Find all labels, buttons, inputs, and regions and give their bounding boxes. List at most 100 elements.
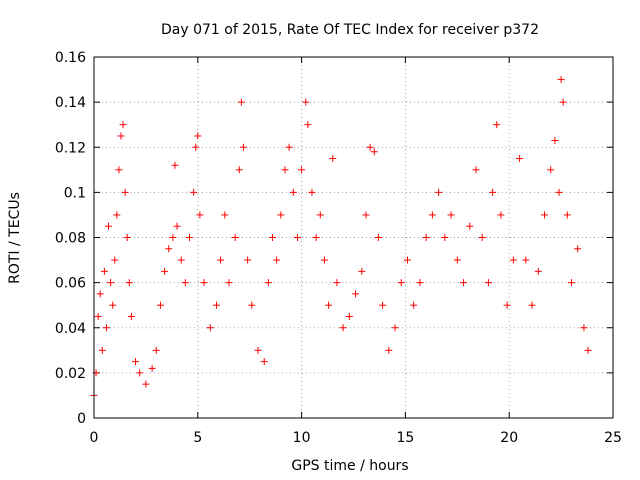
data-point — [171, 161, 179, 169]
data-point — [237, 98, 245, 106]
data-point — [165, 245, 173, 253]
data-point — [190, 188, 198, 196]
data-point — [320, 256, 328, 264]
data-point — [435, 188, 443, 196]
y-tick-label: 0 — [77, 411, 86, 427]
data-point — [177, 256, 185, 264]
data-point — [308, 188, 316, 196]
data-point — [312, 234, 320, 241]
data-point — [152, 346, 160, 354]
data-point — [117, 132, 125, 140]
data-point — [551, 136, 559, 144]
data-point — [109, 301, 117, 309]
y-tick-label: 0.1 — [64, 185, 86, 201]
data-point — [557, 76, 565, 84]
data-point — [196, 211, 204, 219]
axis-ticks: 0 5 10 15 20 25 0 0.02 0.04 0.06 0.08 0.1 0.12 0.14 0.… — [55, 50, 622, 446]
data-point — [98, 346, 106, 354]
data-point — [102, 324, 110, 332]
data-point — [416, 279, 424, 287]
x-tick-label: 20 — [500, 430, 518, 446]
data-point — [580, 324, 588, 332]
data-point — [516, 155, 524, 163]
data-point — [304, 121, 312, 129]
data-point — [366, 143, 374, 151]
data-point — [105, 222, 113, 230]
data-point — [559, 98, 567, 106]
data-point — [325, 301, 333, 309]
data-point — [107, 279, 115, 287]
data-point — [522, 256, 530, 264]
grid — [94, 57, 613, 418]
data-point — [115, 166, 123, 174]
data-point — [231, 234, 239, 241]
data-point — [119, 121, 127, 129]
data-point — [397, 279, 405, 287]
data-points — [90, 76, 592, 399]
data-point — [497, 211, 505, 219]
data-point — [225, 279, 233, 287]
data-point — [441, 234, 449, 241]
data-point — [100, 267, 108, 275]
data-point — [422, 234, 430, 241]
data-point — [540, 211, 548, 219]
data-point — [173, 222, 181, 230]
plot-frame — [93, 56, 614, 419]
data-point — [374, 234, 382, 241]
data-point — [111, 256, 119, 264]
data-point — [503, 301, 511, 309]
data-point — [478, 234, 486, 241]
data-point — [248, 301, 256, 309]
data-point — [385, 346, 393, 354]
y-axis-label: ROTI / TECUs — [7, 192, 23, 284]
data-point — [132, 358, 140, 366]
y-tick-label: 0.08 — [55, 231, 86, 247]
data-point — [453, 256, 461, 264]
data-point — [567, 279, 575, 287]
data-point — [329, 155, 337, 163]
data-point — [281, 166, 289, 174]
data-point — [127, 312, 135, 320]
data-point — [333, 279, 341, 287]
data-point — [277, 211, 285, 219]
data-point — [273, 256, 281, 264]
data-point — [244, 256, 252, 264]
data-point — [113, 211, 121, 219]
data-point — [466, 222, 474, 230]
data-point — [528, 301, 536, 309]
data-point — [352, 290, 360, 298]
data-point — [121, 188, 129, 196]
data-point — [200, 279, 208, 287]
data-point — [212, 301, 220, 309]
data-point — [260, 358, 268, 366]
data-point — [403, 256, 411, 264]
data-point — [289, 188, 297, 196]
data-point — [185, 234, 193, 241]
x-tick-label: 5 — [193, 430, 202, 446]
data-point — [410, 301, 418, 309]
data-point — [345, 312, 353, 320]
data-point — [156, 301, 164, 309]
data-point — [161, 267, 169, 275]
data-point — [563, 211, 571, 219]
data-point — [447, 211, 455, 219]
data-point — [379, 301, 387, 309]
data-point — [574, 245, 582, 253]
data-point — [239, 143, 247, 151]
chart-title: Day 071 of 2015, Rate Of TEC Index for r… — [161, 22, 539, 38]
y-tick-label: 0.04 — [55, 321, 86, 337]
data-point — [206, 324, 214, 332]
data-point — [316, 211, 324, 219]
data-point — [534, 267, 542, 275]
data-point — [489, 188, 497, 196]
data-point — [169, 234, 177, 241]
x-axis-label: GPS time / hours — [291, 458, 408, 474]
data-point — [358, 267, 366, 275]
data-point — [221, 211, 229, 219]
data-point — [217, 256, 225, 264]
data-point — [125, 279, 133, 287]
data-point — [428, 211, 436, 219]
data-point — [555, 188, 563, 196]
data-point — [362, 211, 370, 219]
